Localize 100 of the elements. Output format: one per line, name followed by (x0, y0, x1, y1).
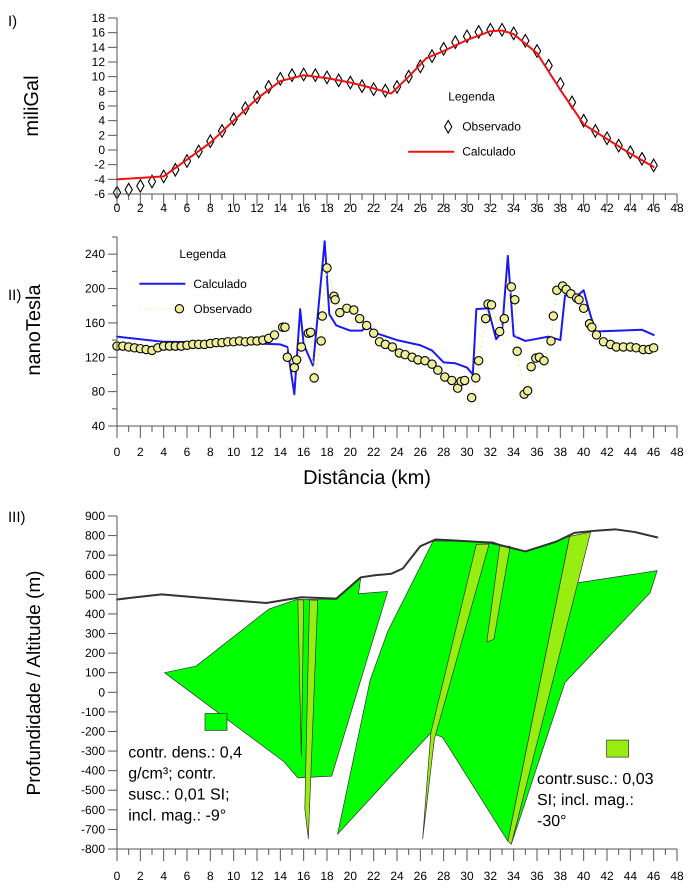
y-axis-title: miliGal (21, 75, 43, 137)
x-tick-label: 34 (506, 445, 521, 459)
x-tick-label: 48 (670, 869, 684, 883)
y-tick-label: 12 (92, 55, 106, 69)
x-tick-label: 42 (600, 445, 614, 459)
legend-label: Calculado (193, 276, 248, 291)
y-tick-label: -400 (80, 764, 106, 778)
x-tick-label: 28 (436, 201, 451, 215)
y-tick-label: 160 (84, 316, 106, 330)
x-tick-label: 6 (184, 201, 191, 215)
y-tick-label: -2 (94, 158, 106, 172)
x-tick-label: 46 (646, 869, 661, 883)
x-tick-label: 24 (390, 869, 404, 883)
y-tick-label: 100 (84, 666, 106, 680)
x-tick-label: 32 (484, 445, 498, 459)
legend-label: contr. dens.: 0,4 g/cm³; contr. susc.: 0,01 SI; incl. mag.: -9° (128, 744, 242, 824)
x-tick-label: 42 (600, 869, 614, 883)
y-tick-label: -600 (80, 802, 106, 817)
legend-title: Legenda (179, 246, 226, 261)
y-tick-label: 500 (84, 587, 106, 602)
y-tick-label: 14 (92, 40, 106, 54)
legend-label: Observado (193, 302, 252, 316)
y-tick-label: 0 (98, 143, 106, 157)
x-tick-label: 0 (114, 869, 121, 883)
y-tick-label: 2 (98, 128, 106, 142)
x-tick-label: 10 (226, 869, 241, 883)
x-tick-label: 44 (624, 869, 638, 883)
x-tick-label: 40 (576, 445, 591, 459)
legend-label: Observado (462, 120, 522, 134)
x-tick-label: 0 (114, 445, 121, 459)
x-tick-label: 4 (160, 445, 168, 459)
text: II) (8, 287, 22, 304)
x-tick-label: 6 (184, 869, 191, 883)
x-tick-label: 12 (250, 869, 264, 883)
legend-title: Legenda (448, 90, 496, 104)
y-tick-label: 18 (92, 11, 106, 25)
y-tick-label: -4 (94, 172, 106, 186)
x-tick-label: 38 (554, 445, 568, 459)
x-tick-label: 4 (160, 201, 168, 215)
x-tick-label: 16 (296, 869, 311, 883)
x-tick-label: 24 (390, 445, 404, 459)
x-tick-label: 32 (484, 201, 498, 215)
x-tick-label: 20 (344, 445, 358, 459)
x-tick-label: 12 (250, 445, 264, 459)
x-tick-label: 30 (460, 445, 474, 459)
y-tick-label: 40 (92, 419, 106, 433)
y-tick-label: 16 (92, 26, 106, 40)
y-tick-label: -100 (80, 704, 106, 719)
line-series (116, 240, 655, 396)
x-tick-label: 8 (206, 201, 214, 215)
x-tick-label: 0 (114, 201, 121, 215)
x-tick-label: 2 (136, 869, 144, 883)
y-tick-label: 400 (84, 606, 106, 621)
y-tick-label: -6 (94, 187, 106, 201)
x-tick-label: 6 (184, 445, 191, 459)
y-tick-label: 900 (84, 509, 106, 523)
x-tick-label: 18 (320, 869, 334, 883)
x-axis-title: Distância (km) (303, 467, 431, 489)
x-tick-label: 10 (226, 445, 241, 459)
x-tick-label: 20 (344, 201, 358, 215)
y-tick-label: 300 (84, 626, 106, 641)
x-tick-label: 48 (670, 201, 684, 215)
x-tick-label: 18 (320, 201, 334, 215)
x-tick-label: 44 (624, 201, 638, 215)
y-tick-label: 700 (84, 548, 106, 562)
x-tick-label: 36 (530, 201, 544, 215)
x-tick-label: 28 (436, 869, 451, 883)
legend-label: Calculado (462, 144, 516, 159)
x-tick-label: 22 (366, 201, 381, 215)
x-tick-label: 16 (296, 201, 311, 215)
y-tick-label: -300 (80, 744, 106, 758)
x-tick-label: 36 (530, 445, 544, 459)
y-axis-title: Profundidade / Altitude (m) (24, 570, 45, 796)
x-tick-label: 18 (320, 445, 334, 459)
x-tick-label: 34 (506, 869, 521, 883)
x-tick-label: 26 (414, 445, 428, 459)
x-tick-label: 12 (250, 201, 264, 215)
x-tick-label: 34 (506, 201, 521, 215)
x-tick-label: 16 (296, 445, 311, 459)
x-tick-label: 14 (274, 869, 288, 883)
legend-label: contr.susc.: 0,03 SI; incl. mag.: -30° (537, 771, 654, 830)
x-tick-label: 30 (460, 869, 474, 883)
y-tick-label: 10 (92, 70, 106, 84)
x-tick-label: 40 (576, 869, 591, 883)
y-tick-label: 200 (84, 646, 106, 660)
y-tick-label: 4 (98, 114, 106, 128)
y-tick-label: 240 (84, 247, 106, 262)
x-tick-label: 14 (274, 445, 288, 459)
chart-title: I) (8, 13, 18, 30)
y-tick-label: -700 (80, 822, 106, 836)
y-tick-label: 800 (84, 528, 106, 543)
x-tick-label: 38 (554, 201, 568, 215)
y-tick-label: -800 (80, 842, 106, 856)
x-tick-label: 38 (554, 869, 568, 883)
x-tick-label: 26 (414, 201, 428, 215)
chart-title: III) (8, 509, 26, 526)
y-tick-label: 6 (98, 99, 106, 113)
x-tick-label: 48 (670, 445, 684, 459)
x-tick-label: 2 (136, 201, 144, 215)
x-tick-label: 20 (344, 869, 358, 883)
